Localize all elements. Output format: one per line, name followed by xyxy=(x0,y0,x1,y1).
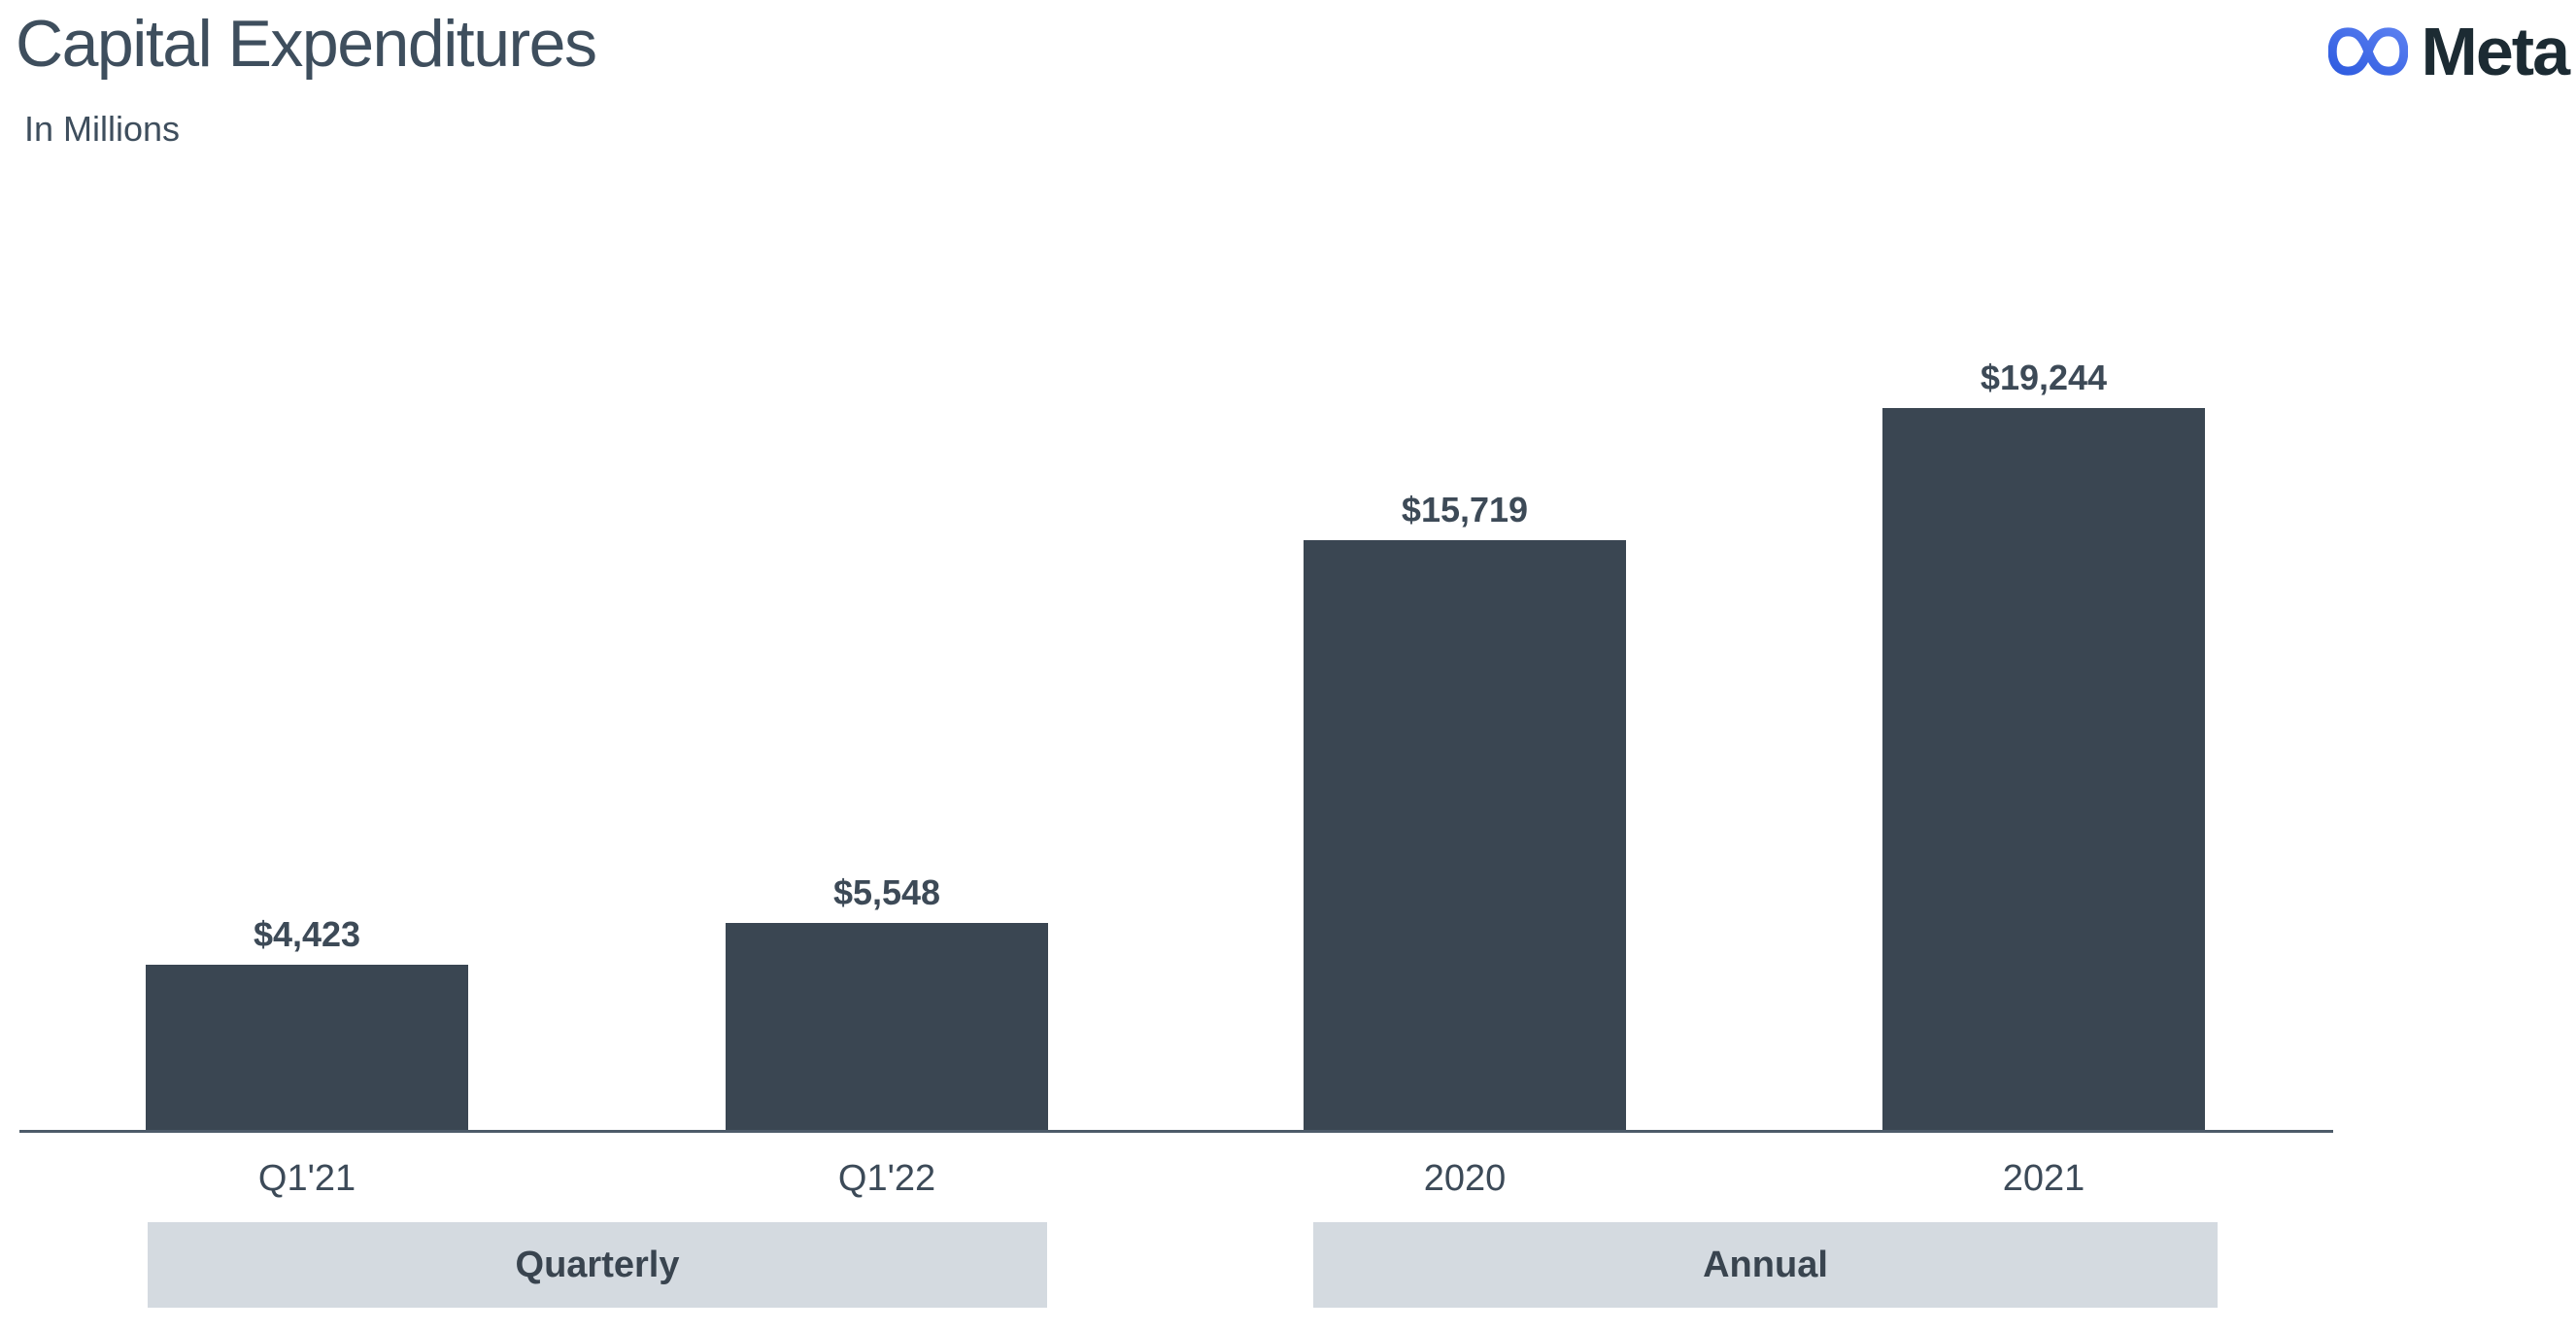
x-axis-line xyxy=(19,1130,2333,1133)
group-band-quarterly: Quarterly xyxy=(148,1222,1047,1308)
page-subtitle: In Millions xyxy=(24,109,181,149)
page-title: Capital Expenditures xyxy=(16,7,597,81)
meta-infinity-icon xyxy=(2327,27,2408,76)
x-axis-label: 2021 xyxy=(2002,1158,2085,1199)
bar-column: $19,244 xyxy=(1882,0,2205,1131)
bar-column: $5,548 xyxy=(726,0,1048,1131)
bar xyxy=(146,965,468,1131)
bar-value-label: $15,719 xyxy=(1401,490,1529,529)
bar xyxy=(726,923,1048,1131)
group-band-annual-label: Annual xyxy=(1703,1244,1828,1285)
bar-value-label: $19,244 xyxy=(1980,358,2108,397)
x-axis-label: 2020 xyxy=(1423,1158,1507,1199)
bar-column: $15,719 xyxy=(1304,0,1626,1131)
bar xyxy=(1304,540,1626,1131)
bar xyxy=(1882,408,2205,1131)
meta-wordmark: Meta xyxy=(2421,14,2570,89)
group-band-annual: Annual xyxy=(1313,1222,2218,1308)
bar-value-label: $4,423 xyxy=(253,914,361,954)
bar-column: $4,423 xyxy=(146,0,468,1131)
bar-value-label: $5,548 xyxy=(832,872,941,912)
x-axis-label: Q1'21 xyxy=(257,1158,356,1199)
meta-logo: Meta xyxy=(2327,14,2570,89)
x-axis-label: Q1'22 xyxy=(837,1158,936,1199)
group-band-quarterly-label: Quarterly xyxy=(515,1244,680,1285)
